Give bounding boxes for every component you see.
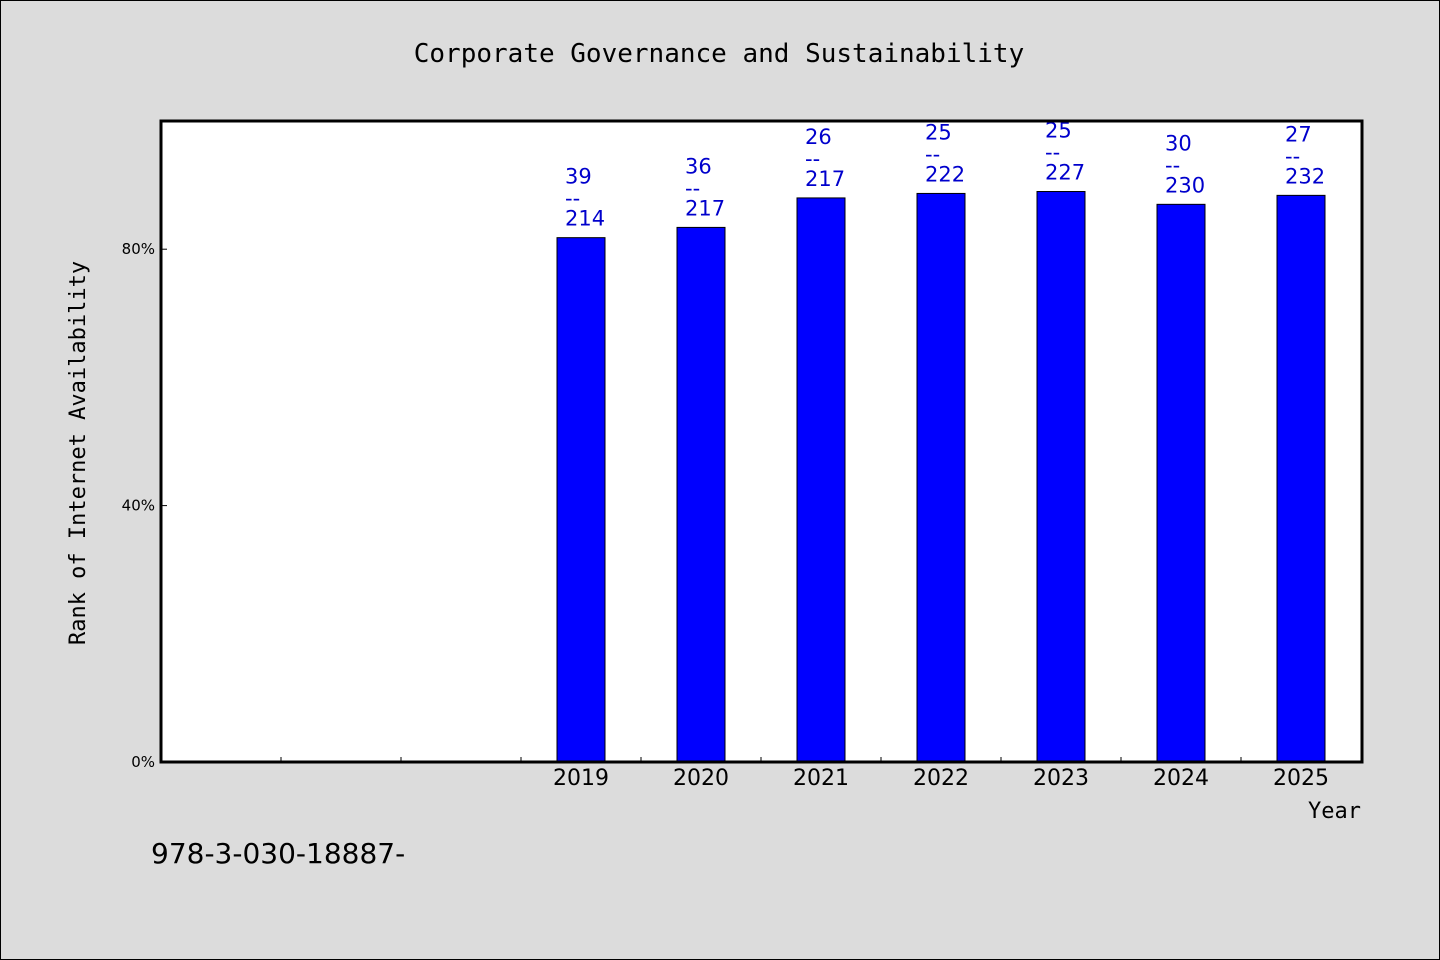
bar [1156,203,1206,763]
x-tick-label: 2020 [673,766,729,791]
bar [916,192,966,763]
bars-group [556,191,1326,763]
bar-data-label: 227 [1045,161,1085,185]
bar [676,226,726,763]
bar-data-label: 26 [805,125,832,149]
bar-data-label: 217 [805,167,845,191]
x-tick-label: 2022 [913,766,969,791]
bar-data-label: 27 [1285,122,1312,146]
x-tick-label: 2025 [1273,766,1329,791]
x-tick-label: 2021 [793,766,849,791]
bar-data-label: -- [565,187,580,211]
bar-data-label: 25 [1045,119,1072,143]
y-tick-label: 40% [122,497,155,515]
y-tick-label: 0% [131,753,155,771]
bar [796,197,846,763]
bar-data-label: 217 [685,196,725,220]
bar [1276,194,1326,763]
bar-data-label: 222 [925,162,965,186]
bar-data-label: -- [925,142,940,166]
bar-data-label: 232 [1285,164,1325,188]
data-labels-group: 39--21436--21726--21725--22225--22730--2… [565,119,1325,231]
bar-data-label: 30 [1165,131,1192,155]
footer-text: 978-3-030-18887- [151,837,405,870]
x-tick-label: 2019 [553,766,609,791]
bar-data-label: 25 [925,120,952,144]
bar-data-label: -- [1165,153,1180,177]
y-axis-ticks: 0% 40% 80% [122,240,167,771]
bar-data-label: 36 [685,154,712,178]
bar-data-label: -- [685,176,700,200]
bar-data-label: -- [1045,141,1060,165]
bar-data-label: -- [1285,144,1300,168]
chart-title: Corporate Governance and Sustainability [414,39,1024,69]
bar-data-label: 214 [565,207,605,231]
x-tick-label: 2023 [1033,766,1089,791]
bar-data-label: -- [805,147,820,171]
bar [1036,191,1086,763]
x-axis-label: Year [1308,799,1361,824]
bar-data-label: 39 [565,165,592,189]
y-axis-label: Rank of Internet Availability [66,261,91,645]
x-axis-ticks: 2019 2020 2021 2022 2023 2024 2025 [280,757,1329,791]
bar [556,237,606,763]
bar-data-label: 230 [1165,173,1205,197]
x-tick-label: 2024 [1153,766,1209,791]
y-tick-label: 80% [122,240,155,258]
plot-frame [159,119,1364,764]
